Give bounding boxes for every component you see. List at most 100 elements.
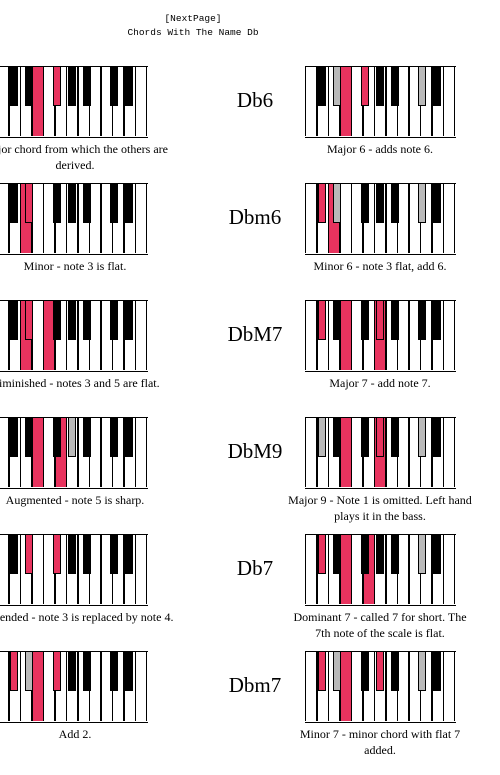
black-key xyxy=(333,418,341,457)
black-key xyxy=(333,535,341,574)
black-key xyxy=(10,184,18,223)
white-key xyxy=(31,418,44,487)
black-key xyxy=(10,652,18,691)
black-key xyxy=(361,418,369,457)
chord-name: Dbm7 xyxy=(228,673,282,697)
black-key xyxy=(68,535,76,574)
chord-row: Dbm7 Add 2. Minor 7 - minor chord with fla… xyxy=(0,651,500,768)
chord-description-left: Diminished - notes 3 and 5 are flat. xyxy=(0,376,160,390)
black-key xyxy=(361,184,369,223)
black-key xyxy=(376,301,384,340)
white-key xyxy=(305,652,317,721)
keyboard-right xyxy=(305,651,456,723)
black-key xyxy=(391,67,399,106)
black-key xyxy=(68,301,76,340)
black-key xyxy=(53,418,61,457)
keyboard-left xyxy=(0,300,148,372)
chord-name: Db6 xyxy=(236,88,274,112)
black-key xyxy=(433,301,441,340)
black-key xyxy=(361,535,369,574)
chord-description-right: Minor 6 - note 3 flat, add 6. xyxy=(313,259,447,273)
black-key xyxy=(25,535,33,574)
black-key xyxy=(418,652,426,691)
black-key xyxy=(125,184,133,223)
page-title: Chords With The Name Db xyxy=(127,27,259,38)
white-key xyxy=(31,652,44,721)
next-page-link[interactable]: [NextPage] xyxy=(164,13,222,24)
keyboard-left xyxy=(0,183,148,255)
chord-row: Db6 Major chord from which the others are… xyxy=(0,66,500,183)
chord-description-right: Major 6 - adds note 6. xyxy=(327,142,433,156)
chord-row: Db7 Suspended - note 3 is replaced by not… xyxy=(0,534,500,651)
black-key xyxy=(53,535,61,574)
white-key xyxy=(339,652,352,721)
white-key xyxy=(443,418,455,487)
black-key xyxy=(391,301,399,340)
white-key xyxy=(31,301,44,370)
white-key xyxy=(305,184,317,253)
chord-name: Dbm6 xyxy=(228,205,282,229)
white-key xyxy=(339,301,352,370)
black-key xyxy=(391,652,399,691)
black-key xyxy=(418,535,426,574)
black-key xyxy=(125,418,133,457)
black-key xyxy=(418,418,426,457)
black-key xyxy=(361,652,369,691)
white-key xyxy=(305,67,317,136)
black-key xyxy=(391,418,399,457)
chord-description-right: Major 9 - Note 1 is omitted. Left hand p… xyxy=(288,493,472,523)
black-key xyxy=(83,418,91,457)
black-key xyxy=(83,652,91,691)
black-key xyxy=(25,301,33,340)
white-key xyxy=(135,535,147,604)
chord-row: Dbm6 Minor - note 3 is flat. Minor 6 - not… xyxy=(0,183,500,300)
black-key xyxy=(125,652,133,691)
white-key xyxy=(339,184,352,253)
white-key xyxy=(135,418,147,487)
black-key xyxy=(333,652,341,691)
black-key xyxy=(418,67,426,106)
keyboard-left xyxy=(0,417,148,489)
black-key xyxy=(433,535,441,574)
white-key xyxy=(305,418,317,487)
chord-name: Db7 xyxy=(236,556,274,580)
black-key xyxy=(391,184,399,223)
chord-description-left: Suspended - note 3 is replaced by note 4… xyxy=(0,610,174,624)
keyboard-right xyxy=(305,300,456,372)
chord-description-left: Minor - note 3 is flat. xyxy=(23,259,127,273)
black-key xyxy=(376,184,384,223)
white-key xyxy=(339,67,352,136)
keyboard-right xyxy=(305,417,456,489)
black-key xyxy=(433,652,441,691)
black-key xyxy=(333,184,341,223)
black-key xyxy=(110,652,118,691)
white-key xyxy=(31,67,44,136)
chord-description-left: Augmented - note 5 is sharp. xyxy=(5,493,145,507)
page-header: [NextPage] Chords With The Name Db xyxy=(0,12,386,40)
black-key xyxy=(83,535,91,574)
chord-row: DbM7 Diminished - notes 3 and 5 are flat.… xyxy=(0,300,500,417)
keyboard-right xyxy=(305,183,456,255)
chord-description-right: Minor 7 - minor chord with flat 7 added. xyxy=(299,727,461,757)
white-key xyxy=(135,301,147,370)
black-key xyxy=(376,67,384,106)
black-key xyxy=(361,301,369,340)
black-key xyxy=(68,418,76,457)
keyboard-left xyxy=(0,651,148,723)
black-key xyxy=(10,418,18,457)
chord-description-left: Add 2. xyxy=(58,727,92,741)
white-key xyxy=(135,67,147,136)
white-key xyxy=(31,184,44,253)
black-key xyxy=(376,652,384,691)
black-key xyxy=(10,301,18,340)
black-key xyxy=(318,535,326,574)
black-key xyxy=(10,535,18,574)
chord-name: DbM9 xyxy=(227,439,283,463)
black-key xyxy=(318,301,326,340)
black-key xyxy=(110,184,118,223)
white-key xyxy=(339,418,352,487)
black-key xyxy=(110,535,118,574)
white-key xyxy=(443,535,455,604)
chord-description-right: Dominant 7 - called 7 for short. The 7th… xyxy=(293,610,467,640)
white-key xyxy=(339,535,352,604)
